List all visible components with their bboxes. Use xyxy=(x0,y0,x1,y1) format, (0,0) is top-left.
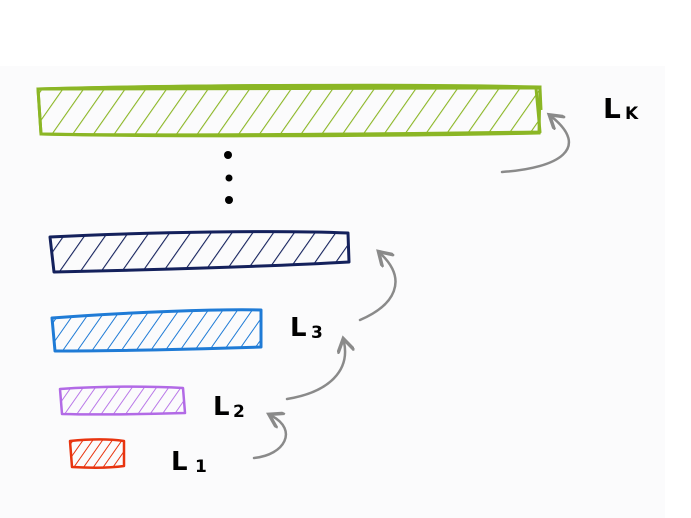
arrow-l1-to-l2 xyxy=(252,416,288,460)
svg-text:L: L xyxy=(290,313,307,343)
label-level-3: L 3 xyxy=(290,313,323,343)
label-level-1: L 1 xyxy=(171,447,207,477)
bar-level-4 xyxy=(48,230,351,274)
svg-text:L: L xyxy=(213,392,230,422)
svg-text:3: 3 xyxy=(311,323,323,343)
arrow-to-lk xyxy=(500,117,571,174)
svg-text:2: 2 xyxy=(233,402,245,422)
arrow-l3-to-l4 xyxy=(358,254,397,322)
arrow-l2-to-l3 xyxy=(285,342,345,401)
bar-level-1 xyxy=(68,438,126,469)
label-level-2: L 2 xyxy=(213,392,245,422)
label-level-k: L K xyxy=(603,92,639,125)
bar-level-3 xyxy=(50,308,263,353)
svg-text:1: 1 xyxy=(195,457,207,477)
svg-text:K: K xyxy=(625,104,639,124)
svg-text:L: L xyxy=(171,447,188,477)
bar-level-k xyxy=(36,83,543,138)
svg-text:L: L xyxy=(603,92,621,125)
bar-level-2 xyxy=(58,385,187,416)
ellipsis-dots xyxy=(224,151,233,204)
